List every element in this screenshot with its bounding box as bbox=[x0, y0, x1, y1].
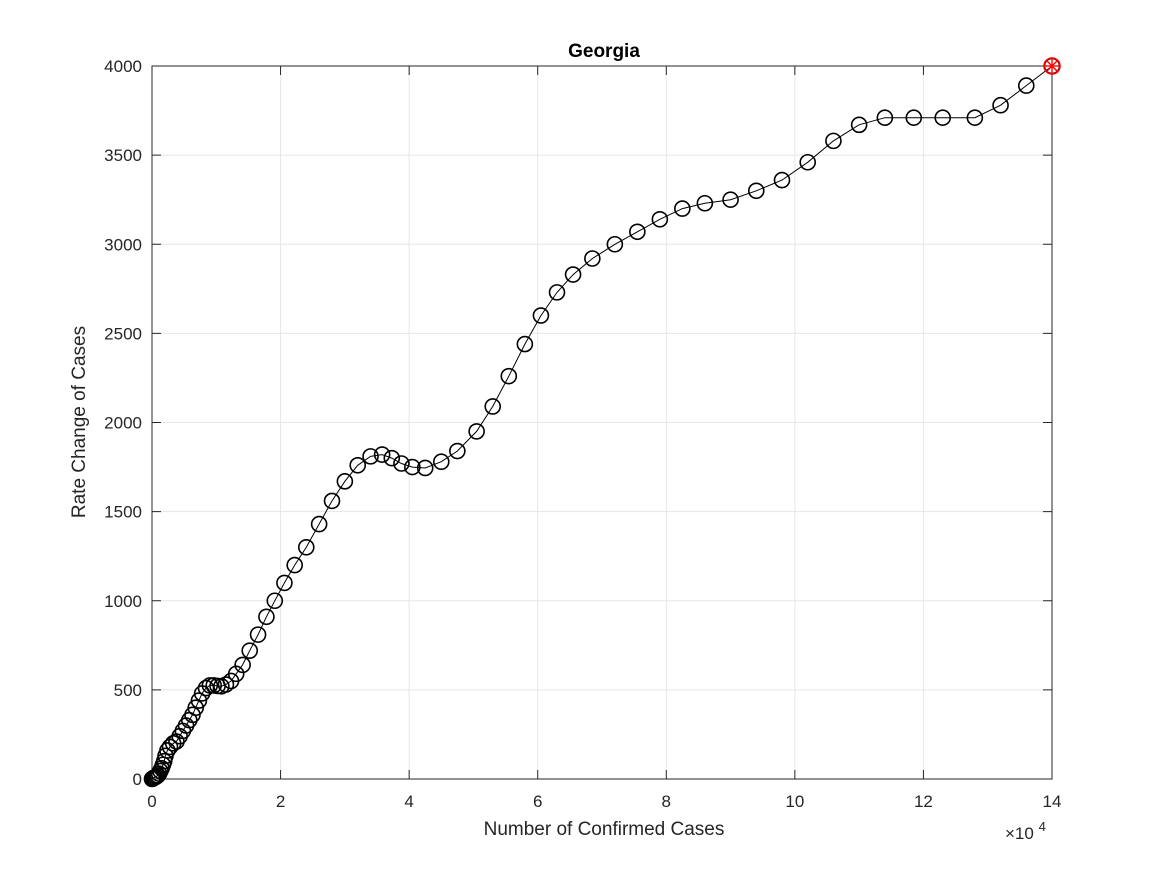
data-point bbox=[500, 367, 518, 385]
highlight-marker bbox=[1043, 57, 1061, 75]
y-tick-label: 4000 bbox=[104, 57, 142, 76]
data-point bbox=[416, 459, 434, 477]
y-tick-label: 500 bbox=[114, 681, 142, 700]
data-point bbox=[966, 109, 984, 126]
y-axis-label: Rate Change of Cases bbox=[69, 326, 90, 518]
data-point bbox=[323, 492, 341, 510]
data-point bbox=[548, 284, 566, 301]
data-point bbox=[992, 96, 1009, 114]
data-point bbox=[373, 446, 391, 463]
data-point bbox=[241, 642, 259, 659]
data-point bbox=[249, 626, 267, 643]
data-point bbox=[584, 250, 601, 267]
x-tick-label: 6 bbox=[533, 792, 542, 811]
data-point bbox=[258, 608, 275, 626]
y-tick-label: 2500 bbox=[104, 324, 142, 343]
data-point bbox=[484, 398, 502, 415]
data-point bbox=[190, 692, 208, 709]
data-point bbox=[516, 335, 534, 353]
x-tick-label: 8 bbox=[662, 792, 671, 811]
x-axis-label: Number of Confirmed Cases bbox=[484, 819, 725, 840]
data-point bbox=[310, 515, 328, 533]
data-point bbox=[449, 442, 466, 460]
x-tick-label: 2 bbox=[276, 792, 285, 811]
x-tick-label: 4 bbox=[404, 792, 413, 811]
data-point bbox=[934, 109, 952, 126]
data-point bbox=[850, 116, 868, 134]
data-point bbox=[266, 592, 284, 610]
y-tick-label: 0 bbox=[133, 770, 142, 789]
y-tick-label: 1500 bbox=[104, 503, 142, 522]
data-point bbox=[336, 473, 354, 490]
data-point bbox=[468, 423, 485, 440]
data-point bbox=[201, 677, 219, 694]
data-point bbox=[696, 194, 714, 212]
data-point bbox=[432, 453, 450, 471]
x-tick-label: 0 bbox=[147, 792, 156, 811]
data-point bbox=[674, 200, 691, 217]
data-point bbox=[187, 699, 205, 717]
data-point bbox=[297, 538, 315, 556]
x-axis-exponent-base: ×10 bbox=[1005, 824, 1034, 843]
data-point bbox=[362, 448, 379, 465]
series-line bbox=[151, 65, 1053, 780]
x-axis-exponent-power: 4 bbox=[1039, 819, 1046, 834]
data-point bbox=[532, 307, 550, 324]
data-point bbox=[629, 223, 646, 241]
data-point bbox=[773, 171, 791, 189]
data-point bbox=[227, 665, 245, 683]
data-point bbox=[404, 458, 421, 476]
data-point bbox=[393, 455, 410, 472]
tick-marks: 0 2 4 6 8 10 12 14 0 500 1000 1500 2000 2500 3000 3500 4… bbox=[104, 57, 1061, 811]
data-series bbox=[143, 57, 1061, 788]
x-axis-exponent: ×10 4 bbox=[1005, 819, 1046, 843]
data-point bbox=[564, 266, 582, 283]
x-tick-label: 14 bbox=[1043, 792, 1062, 811]
data-point bbox=[286, 556, 304, 574]
data-point bbox=[349, 456, 367, 474]
data-point bbox=[799, 153, 817, 171]
y-tick-label: 3000 bbox=[104, 235, 142, 254]
data-point bbox=[1017, 77, 1035, 94]
y-tick-label: 1000 bbox=[104, 592, 142, 611]
chart-title: Georgia bbox=[568, 41, 640, 62]
data-point bbox=[722, 191, 739, 208]
data-point bbox=[276, 574, 293, 592]
data-point bbox=[651, 210, 669, 228]
y-tick-label: 3500 bbox=[104, 146, 142, 165]
y-tick-label: 2000 bbox=[104, 414, 142, 433]
data-point bbox=[606, 235, 624, 253]
data-point bbox=[184, 706, 201, 724]
data-point bbox=[217, 676, 235, 693]
data-point bbox=[905, 109, 923, 126]
data-point bbox=[383, 449, 401, 467]
x-tick-label: 12 bbox=[914, 792, 933, 811]
x-tick-label: 10 bbox=[785, 792, 804, 811]
data-point bbox=[747, 182, 765, 200]
data-point bbox=[876, 109, 894, 126]
data-point bbox=[234, 656, 251, 674]
data-point bbox=[825, 132, 842, 150]
